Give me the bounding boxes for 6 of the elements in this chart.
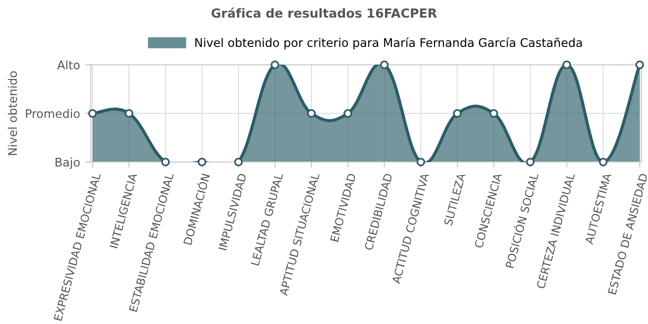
y-axis-title: Nivel obtenido [8, 71, 17, 155]
legend-label: Nivel obtenido por criterio para María Fernanda García Castañeda [195, 37, 582, 50]
chart-title: Gráfica de resultados 16FACPER [212, 8, 437, 18]
category-label: Alto [57, 60, 80, 70]
category-label: Bajo [56, 158, 80, 169]
category-label: Promedio [26, 108, 80, 118]
